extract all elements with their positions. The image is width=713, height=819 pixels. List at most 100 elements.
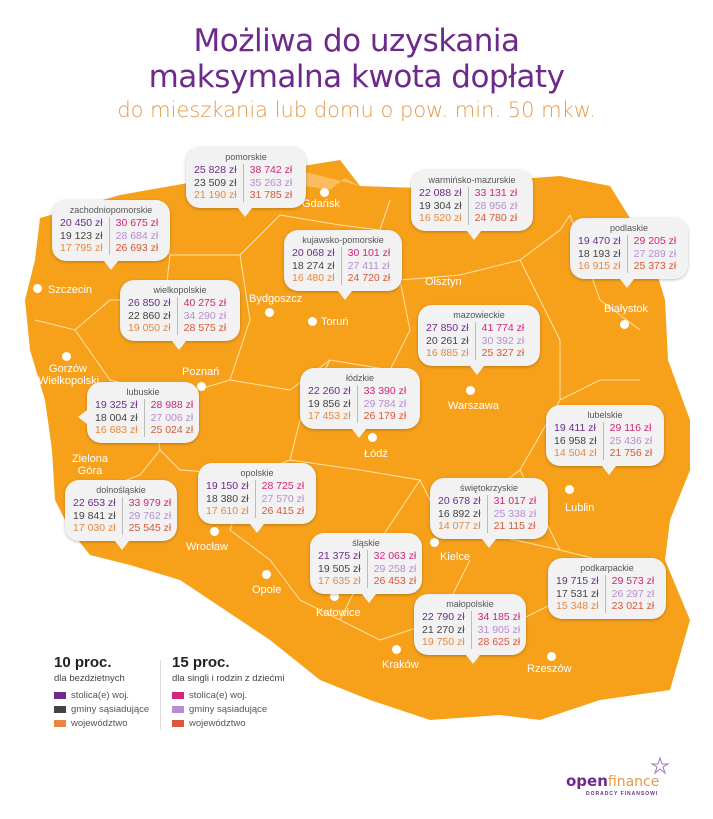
value-neighbor-15: 29 784 zł	[363, 397, 407, 410]
value-capital-15: 31 017 zł	[493, 495, 537, 507]
brand-open: open	[566, 772, 608, 790]
value-capital-10: 25 828 zł	[194, 164, 237, 176]
city-label-bialystok: Białystok	[604, 303, 649, 315]
value-neighbor-10: 19 304 zł	[419, 199, 462, 212]
city-label-zielona-gora: Zielona Góra	[71, 453, 109, 477]
value-voivodeship-15: 23 021 zł	[611, 600, 655, 612]
region-name: zachodniopomorskie	[69, 205, 153, 215]
value-capital-10: 19 150 zł	[206, 480, 249, 492]
legend-10-percent: 10 proc. dla bezdzietnych stolica(e) woj…	[54, 654, 149, 730]
value-voivodeship-10: 14 077 zł	[438, 520, 481, 532]
legend-heading: 10 proc.	[54, 654, 112, 671]
open-finance-logo: openfinance DORADCY FINANSOWI	[566, 756, 670, 797]
value-voivodeship-15: 26 693 zł	[115, 242, 159, 254]
region-bubble-kujawsko-pomorskie: kujawsko-pomorskie 20 068 zł 18 274 zł 16 …	[284, 230, 402, 300]
legend-item: województwo	[172, 716, 284, 730]
city-dot-poznan	[197, 382, 206, 391]
region-bubble-lubuskie: lubuskie 19 325 zł 18 004 zł 16 683 zł 28 9…	[78, 382, 199, 443]
city-dot-szczecin	[33, 284, 42, 293]
page-title-line-2: maksymalna kwota dopłaty	[148, 59, 565, 95]
region-bubble-wielkopolskie: wielkopolskie 26 850 zł 22 860 zł 19 050 z…	[120, 280, 240, 350]
city-dot-kielce	[430, 538, 439, 547]
region-name: podkarpackie	[580, 563, 634, 573]
value-capital-15: 33 131 zł	[474, 187, 518, 199]
legend-heading: 15 proc.	[172, 654, 230, 671]
value-neighbor-15: 28 956 zł	[474, 199, 518, 212]
legend-item-label: stolica(e) woj.	[71, 689, 130, 701]
value-voivodeship-10: 15 348 zł	[556, 600, 599, 612]
legend-subheading: dla bezdzietnych	[54, 673, 125, 684]
city-label-kielce: Kielce	[440, 551, 470, 563]
region-name: opolskie	[240, 468, 274, 478]
value-voivodeship-15: 26 179 zł	[363, 410, 407, 422]
value-capital-15: 38 742 zł	[249, 164, 293, 176]
city-dot-krakow	[392, 645, 401, 654]
value-capital-15: 30 101 zł	[347, 247, 391, 259]
region-bubble-zachodniopomorskie: zachodniopomorskie 20 450 zł 19 123 zł 17 …	[52, 200, 170, 270]
value-neighbor-10: 18 004 zł	[95, 411, 138, 424]
legend-item-label: województwo	[189, 717, 246, 729]
value-neighbor-15: 31 905 zł	[477, 623, 521, 636]
swatch-neighbor-15	[172, 705, 184, 713]
value-neighbor-15: 27 289 zł	[633, 247, 677, 260]
value-capital-10: 22 260 zł	[308, 385, 351, 397]
value-voivodeship-10: 16 885 zł	[426, 347, 469, 359]
swatch-voivodeship-10	[54, 719, 66, 727]
region-bubble-slaskie: śląskie 21 375 zł 19 505 zł 17 635 zł 32 06…	[310, 533, 422, 603]
value-neighbor-15: 25 436 zł	[609, 434, 653, 447]
value-neighbor-10: 22 860 zł	[128, 309, 171, 322]
brand-finance: finance	[607, 774, 660, 790]
value-neighbor-10: 18 193 zł	[578, 247, 621, 260]
city-label-bydgoszcz: Bydgoszcz	[249, 293, 303, 305]
region-bubble-malopolskie: małopolskie 22 790 zł 21 270 zł 19 750 zł 3…	[414, 594, 526, 664]
value-neighbor-15: 27 006 zł	[150, 411, 194, 424]
value-voivodeship-15: 24 780 zł	[474, 212, 518, 224]
city-label-warszawa: Warszawa	[448, 400, 499, 412]
legend-item: województwo	[54, 716, 149, 730]
swatch-capital-10	[54, 691, 66, 699]
city-label-gorzow: Gorzów Wielkopolski	[38, 363, 100, 387]
value-capital-15: 32 063 zł	[373, 550, 417, 562]
value-neighbor-10: 21 270 zł	[422, 623, 465, 636]
value-voivodeship-15: 26 415 zł	[261, 505, 305, 517]
value-capital-15: 33 979 zł	[128, 497, 172, 509]
value-voivodeship-10: 16 915 zł	[578, 260, 621, 272]
value-voivodeship-10: 16 480 zł	[292, 272, 335, 284]
flower-icon	[650, 756, 670, 775]
value-voivodeship-10: 19 050 zł	[128, 322, 171, 334]
value-neighbor-15: 30 392 zł	[481, 334, 525, 347]
region-bubble-lubelskie: lubelskie 19 411 zł 16 958 zł 14 504 zł 29 …	[546, 405, 664, 475]
value-voivodeship-10: 17 030 zł	[73, 522, 116, 534]
value-neighbor-10: 16 958 zł	[554, 434, 597, 447]
value-voivodeship-10: 14 504 zł	[554, 447, 597, 459]
region-bubble-podkarpackie: podkarpackie 19 715 zł 17 531 zł 15 348 zł…	[548, 558, 666, 619]
legend-item: stolica(e) woj.	[54, 688, 149, 702]
value-capital-15: 41 774 zł	[481, 322, 525, 334]
value-capital-10: 22 653 zł	[73, 497, 116, 509]
value-voivodeship-15: 31 785 zł	[249, 189, 293, 201]
legend-item: gminy sąsiadujące	[172, 702, 284, 716]
city-label-opole: Opole	[252, 584, 282, 596]
value-neighbor-10: 23 509 zł	[194, 176, 237, 189]
value-neighbor-10: 20 261 zł	[426, 334, 469, 347]
city-label-lodz: Łódź	[364, 448, 388, 460]
value-neighbor-15: 27 570 zł	[261, 492, 305, 505]
value-neighbor-15: 34 290 zł	[183, 309, 227, 322]
value-voivodeship-15: 21 756 zł	[609, 447, 653, 459]
region-name: dolnośląskie	[96, 485, 146, 495]
value-capital-15: 30 675 zł	[115, 217, 159, 229]
legend-item-label: gminy sąsiadujące	[189, 703, 268, 715]
value-voivodeship-10: 16 683 zł	[95, 424, 138, 436]
region-bubble-opolskie: opolskie 19 150 zł 18 380 zł 17 610 zł 28 7…	[198, 463, 316, 533]
region-name: lubuskie	[126, 387, 160, 397]
region-bubble-lodzkie: łódzkie 22 260 zł 19 856 zł 17 453 zł 33 39…	[300, 368, 420, 438]
value-voivodeship-10: 17 795 zł	[60, 242, 103, 254]
value-capital-10: 22 088 zł	[419, 187, 462, 199]
value-voivodeship-15: 28 625 zł	[477, 636, 521, 648]
region-name: świętokrzyskie	[459, 483, 518, 493]
value-capital-15: 29 116 zł	[609, 422, 652, 434]
value-capital-15: 29 573 zł	[611, 575, 655, 587]
legend-item-label: stolica(e) woj.	[189, 689, 248, 701]
city-label-katowice: Katowice	[316, 607, 361, 619]
city-label-wroclaw: Wrocław	[186, 541, 228, 553]
